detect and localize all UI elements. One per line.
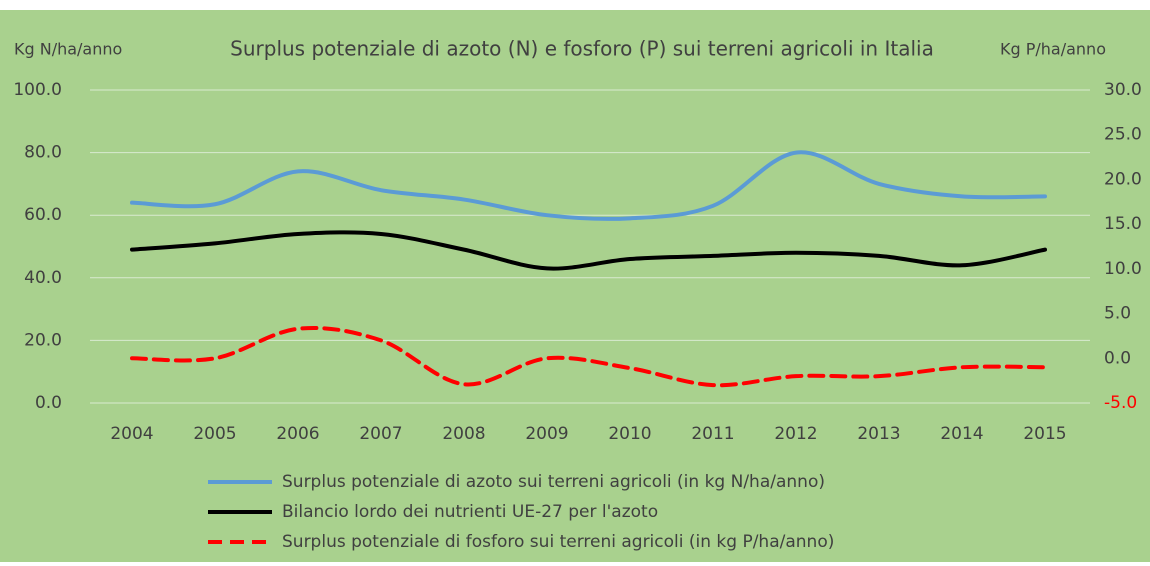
y2-tick-label: 25.0 (1104, 125, 1142, 145)
x-tick-label: 2015 (1023, 424, 1066, 444)
x-tick-label: 2009 (525, 424, 568, 444)
x-tick-label: 2005 (193, 424, 236, 444)
y2-tick-label: 0.0 (1104, 348, 1131, 368)
y2-tick-label: 20.0 (1104, 169, 1142, 189)
x-tick-label: 2006 (276, 424, 319, 444)
y-tick-label: 80.0 (24, 143, 62, 163)
y2-axis-label: Kg P/ha/anno (1000, 40, 1106, 59)
x-tick-label: 2011 (691, 424, 734, 444)
y-tick-label: 20.0 (24, 330, 62, 350)
plot-background (0, 10, 1150, 562)
x-tick-label: 2010 (608, 424, 651, 444)
y2-tick-label: 15.0 (1104, 214, 1142, 234)
y-tick-label: 100.0 (13, 80, 62, 100)
y-axis-label: Kg N/ha/anno (14, 40, 122, 59)
x-tick-label: 2008 (442, 424, 485, 444)
legend-label: Bilancio lordo dei nutrienti UE-27 per l… (282, 502, 658, 522)
legend-label: Surplus potenziale di fosforo sui terren… (282, 532, 834, 552)
y-tick-label: 60.0 (24, 205, 62, 225)
x-tick-label: 2014 (940, 424, 983, 444)
y2-tick-label: 5.0 (1104, 304, 1131, 324)
x-tick-label: 2007 (359, 424, 402, 444)
series-line (130, 150, 1047, 221)
y2-tick-label: -5.0 (1104, 393, 1137, 413)
x-tick-label: 2012 (774, 424, 817, 444)
series-line (130, 230, 1047, 271)
chart-title: Surplus potenziale di azoto (N) e fosfor… (230, 37, 934, 61)
x-tick-label: 2004 (110, 424, 153, 444)
y-tick-label: 0.0 (35, 393, 62, 413)
y2-tick-label: 10.0 (1104, 259, 1142, 279)
y-tick-label: 40.0 (24, 268, 62, 288)
legend-label: Surplus potenziale di azoto sui terreni … (282, 472, 825, 492)
x-tick-label: 2013 (857, 424, 900, 444)
y2-tick-label: 30.0 (1104, 80, 1142, 100)
series-line (130, 325, 1047, 388)
